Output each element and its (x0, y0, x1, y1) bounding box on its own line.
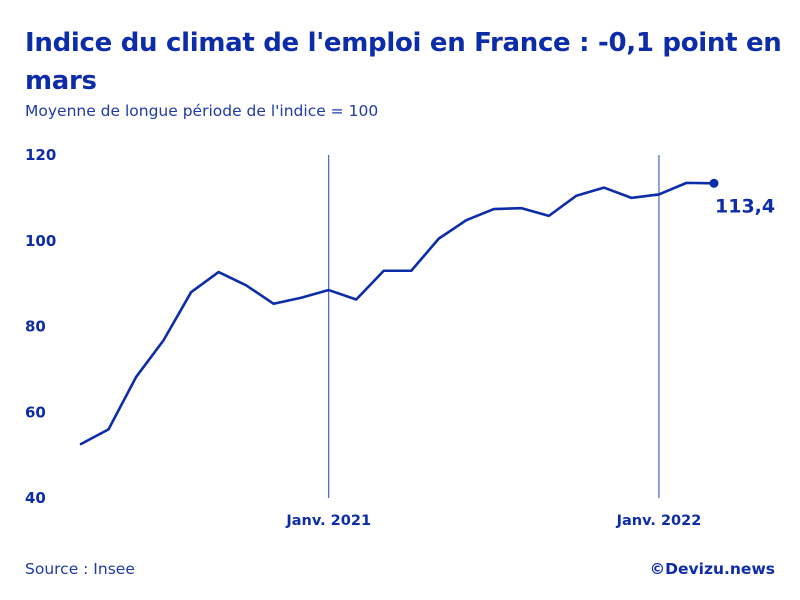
series-line (79, 181, 716, 446)
chart-title: Indice du climat de l'emploi en France :… (25, 28, 782, 96)
y-tick-label: 120 (25, 146, 56, 164)
y-axis: 40 60 80 100 120 (25, 146, 56, 507)
y-tick-label: 80 (25, 318, 46, 336)
chart-subtitle: Moyenne de longue période de l'indice = … (25, 102, 379, 120)
x-axis: Janv. 2021 Janv. 2022 (285, 513, 701, 529)
reference-lines (328, 155, 660, 498)
credit-link[interactable]: ©Devizu.news (649, 560, 775, 578)
last-value-label: 113,4 (715, 195, 775, 217)
y-tick-label: 40 (25, 489, 46, 507)
source-note: Source : Insee (25, 560, 135, 578)
y-tick-label: 60 (25, 403, 46, 421)
series-layer (79, 178, 719, 446)
annotation-layer: 113,4 (715, 195, 775, 217)
y-tick-label: 100 (25, 232, 56, 250)
last-point-marker (709, 178, 719, 188)
x-tick-label: Janv. 2021 (285, 513, 371, 529)
x-tick-label: Janv. 2022 (616, 513, 702, 529)
